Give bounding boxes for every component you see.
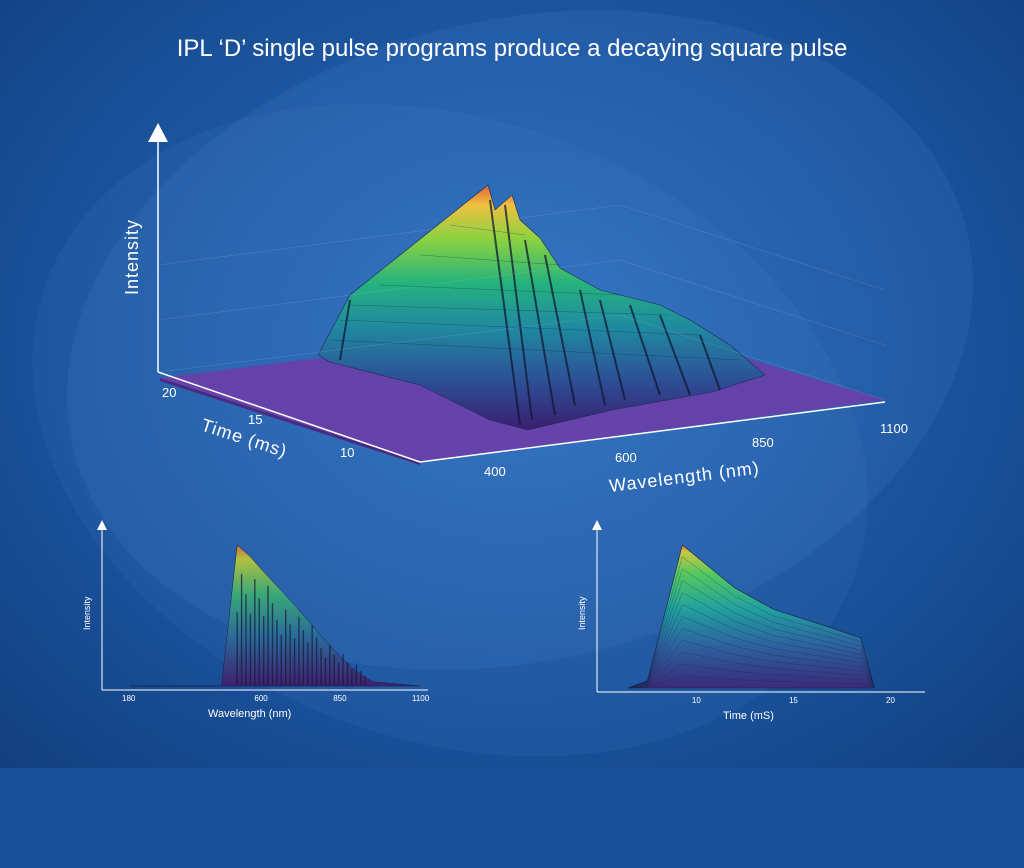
time-contour-line (627, 580, 875, 689)
charts-canvas: Intensity Time (ms) Wavelength (nm) 20 1… (82, 123, 925, 722)
time-contour-line (627, 640, 875, 689)
spectrum-tick-label: 180 (122, 694, 136, 703)
time-axis-label: Time (ms) (199, 415, 290, 462)
spectrum-tick-label: 1100 (412, 694, 430, 703)
time-y-axis-arrow (592, 520, 602, 530)
wavelength-axis (419, 401, 886, 463)
time-contour-line (627, 568, 875, 689)
spectrum-x-label: Wavelength (nm) (208, 708, 291, 720)
spectrum-chart: 180 600 850 1100 Intensity Wavelength (nm) (82, 520, 430, 720)
surface-floor-edge (160, 378, 420, 465)
back-grid (157, 204, 886, 401)
time-tick-label: 20 (886, 696, 895, 705)
surface-body (317, 184, 766, 431)
time-tick-label: 15 (248, 412, 262, 427)
time-chart-y-label: Intensity (577, 596, 587, 630)
time-tick-label: 20 (162, 385, 176, 400)
spectrum-tick-label: 600 (254, 694, 268, 703)
wavelength-tick-label: 400 (484, 464, 506, 479)
time-contour-line (627, 628, 875, 689)
time-contour-line (627, 616, 875, 689)
time-contour-lines (627, 556, 875, 689)
time-chart-x-label: Time (mS) (723, 710, 774, 722)
wavelength-tick-label: 850 (752, 435, 774, 450)
time-tick-label: 15 (789, 696, 798, 705)
time-contour-line (627, 604, 875, 689)
surface-gridlines (329, 224, 741, 361)
surface-chart: Intensity Time (ms) Wavelength (nm) 20 1… (122, 123, 908, 496)
time-area (627, 544, 875, 689)
time-contour-line (627, 592, 875, 689)
time-axis (157, 371, 421, 463)
spectrum-area (130, 544, 421, 687)
intensity-axis-label: Intensity (122, 219, 142, 295)
surface-streaks (339, 199, 721, 426)
spectrum-tick-label: 850 (333, 694, 347, 703)
spectrum-streaks (236, 573, 366, 686)
wavelength-tick-label: 600 (615, 450, 637, 465)
spectrum-y-axis-arrow (97, 520, 107, 530)
time-tick-label: 10 (692, 696, 701, 705)
time-contour-line (627, 675, 875, 689)
intensity-axis-arrow (148, 123, 168, 142)
time-contour-line (627, 556, 875, 689)
time-contour-line (627, 651, 875, 689)
wavelength-tick-label: 1100 (880, 421, 908, 436)
time-chart: 10 15 20 Intensity Time (mS) (577, 520, 925, 722)
time-tick-label: 10 (340, 445, 354, 460)
slide-title: IPL ‘D’ single pulse programs produce a … (176, 35, 848, 62)
time-contour-line (627, 663, 875, 689)
spectrum-y-label: Intensity (82, 596, 92, 630)
